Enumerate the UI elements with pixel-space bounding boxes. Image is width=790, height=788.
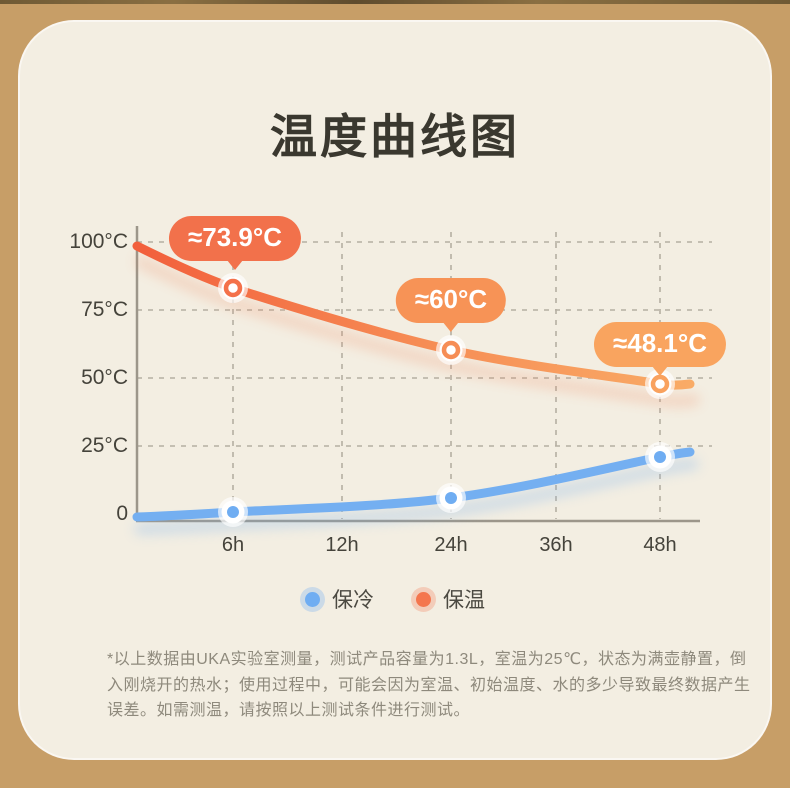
cold-legend-label: 保冷	[332, 589, 374, 612]
warm-marker-24h	[436, 335, 466, 365]
y-tick-50: 50°C	[81, 366, 128, 389]
cold-marker-6h	[218, 497, 248, 527]
warm-legend-label: 保温	[443, 589, 485, 612]
warm-curve-glow	[135, 256, 700, 408]
warm-legend-dot-icon	[416, 591, 431, 607]
disclaimer-line-1: *以上数据由UKA实验室测量，测试产品容量为1.3L，室温为25℃，状态为满壶静…	[107, 651, 747, 668]
y-tick-0: 0	[116, 502, 128, 525]
disclaimer-line-3: 误差。如需测温，请按照以上测试条件进行测试。	[107, 702, 471, 719]
temp-badge-48h: ≈48.1°C	[593, 322, 727, 367]
chart-legend: 保冷 保温	[0, 584, 790, 614]
legend-item-cold: 保冷	[305, 584, 374, 614]
x-tick-12h: 12h	[325, 534, 359, 556]
temp-badge-6h: ≈73.9°C	[168, 216, 302, 261]
disclaimer-text: *以上数据由UKA实验室测量，测试产品容量为1.3L，室温为25℃，状态为满壶静…	[107, 647, 751, 724]
cold-legend-dot-icon	[305, 591, 320, 607]
y-tick-100: 100°C	[69, 230, 128, 253]
x-tick-48h: 48h	[643, 534, 677, 556]
warm-marker-6h	[218, 273, 248, 303]
top-edge-strip	[0, 0, 790, 4]
legend-item-warm: 保温	[416, 584, 485, 614]
x-tick-6h: 6h	[221, 534, 245, 556]
page-title: 温度曲线图	[270, 110, 520, 163]
cold-marker-48h	[645, 442, 675, 472]
x-tick-36h: 36h	[539, 534, 573, 556]
disclaimer-line-2: 入刚烧开的热水；使用过程中，可能会因为室温、初始温度、水的多少导致最终数据产生	[107, 676, 751, 694]
temp-badge-24h: ≈60°C	[395, 278, 507, 323]
y-tick-25: 25°C	[81, 434, 128, 457]
x-tick-24h: 24h	[434, 534, 468, 556]
warm-marker-48h	[645, 369, 675, 399]
y-tick-75: 75°C	[81, 298, 128, 321]
cold-marker-24h	[436, 483, 466, 513]
